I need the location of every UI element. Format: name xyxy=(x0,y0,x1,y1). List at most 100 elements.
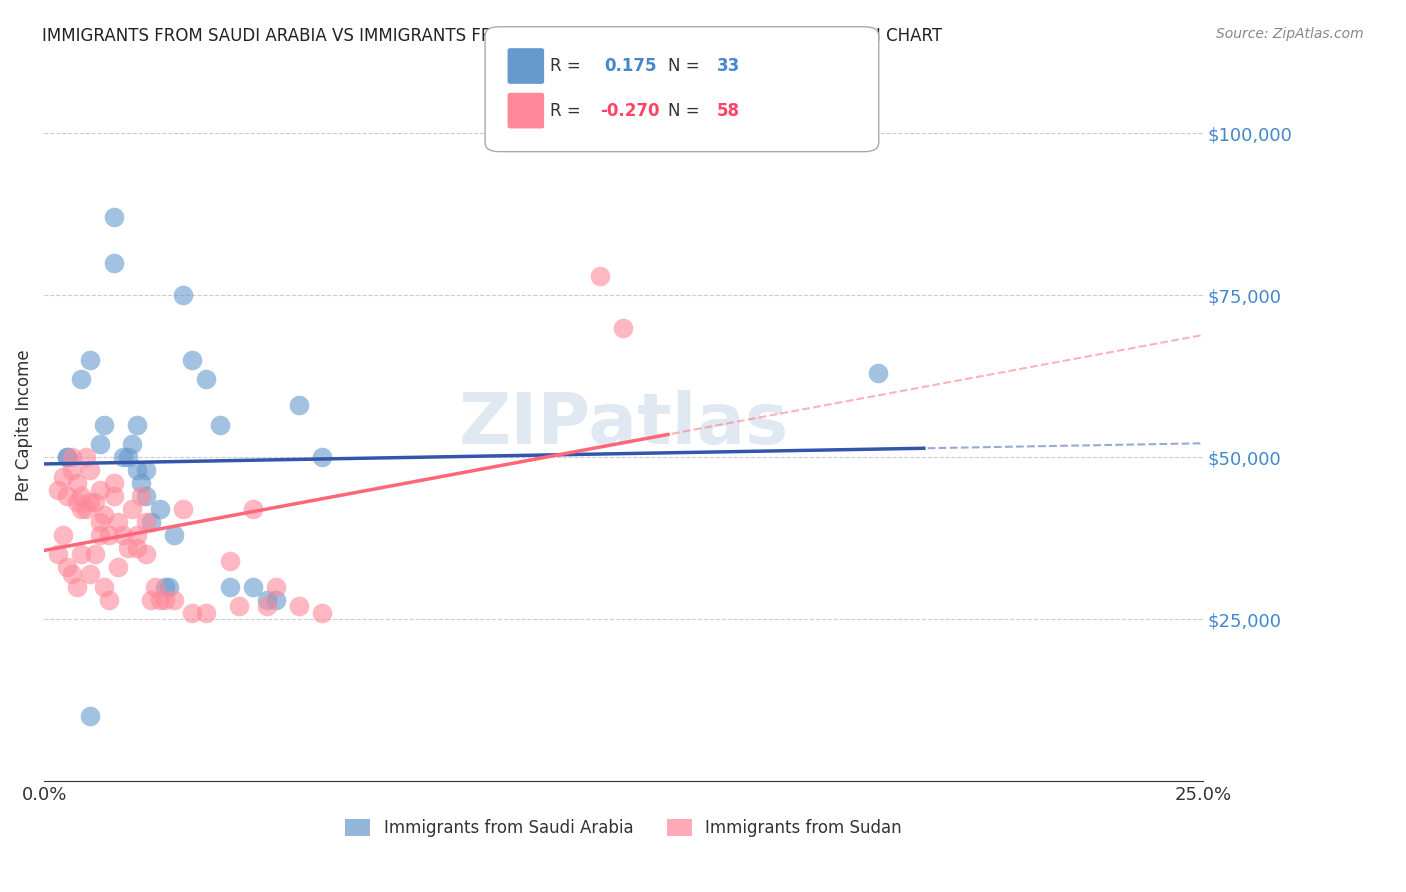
Point xyxy=(288,599,311,613)
Point xyxy=(60,566,83,581)
Point xyxy=(218,554,240,568)
Point xyxy=(228,599,250,613)
Point xyxy=(56,450,79,464)
Point xyxy=(60,463,83,477)
Point xyxy=(70,502,93,516)
Point xyxy=(181,353,204,368)
Point xyxy=(209,417,232,432)
Point xyxy=(131,476,153,491)
Legend: Immigrants from Saudi Arabia, Immigrants from Sudan: Immigrants from Saudi Arabia, Immigrants… xyxy=(339,813,908,844)
Point xyxy=(172,502,194,516)
Point xyxy=(125,528,148,542)
Text: ZIPatlas: ZIPatlas xyxy=(458,390,789,459)
Point xyxy=(143,580,166,594)
Point xyxy=(139,592,162,607)
Text: 58: 58 xyxy=(717,102,740,120)
Point xyxy=(117,450,139,464)
Point xyxy=(125,463,148,477)
Point xyxy=(56,450,79,464)
Point xyxy=(111,528,134,542)
Point xyxy=(242,502,264,516)
Point xyxy=(121,437,143,451)
Point xyxy=(70,489,93,503)
Point xyxy=(181,606,204,620)
Point xyxy=(56,489,79,503)
Point xyxy=(79,463,101,477)
Text: Source: ZipAtlas.com: Source: ZipAtlas.com xyxy=(1216,27,1364,41)
Point xyxy=(65,495,87,509)
Point xyxy=(93,508,115,523)
Point xyxy=(93,417,115,432)
Point xyxy=(79,709,101,723)
Point xyxy=(149,502,172,516)
Point xyxy=(65,580,87,594)
Point xyxy=(264,592,287,607)
Point xyxy=(75,502,97,516)
Point xyxy=(70,372,93,386)
Point xyxy=(46,547,69,561)
Text: R =: R = xyxy=(550,102,581,120)
Point xyxy=(612,320,634,334)
Point xyxy=(89,437,111,451)
Point xyxy=(56,560,79,574)
Point xyxy=(195,372,218,386)
Point xyxy=(103,256,125,270)
Point xyxy=(868,366,890,380)
Text: 33: 33 xyxy=(717,57,741,75)
Text: N =: N = xyxy=(668,57,699,75)
Point xyxy=(139,515,162,529)
Point xyxy=(111,450,134,464)
Point xyxy=(157,580,180,594)
Point xyxy=(125,541,148,555)
Point xyxy=(79,566,101,581)
Point xyxy=(84,495,107,509)
Text: -0.270: -0.270 xyxy=(600,102,659,120)
Point xyxy=(103,489,125,503)
Point xyxy=(89,483,111,497)
Point xyxy=(242,580,264,594)
Text: R =: R = xyxy=(550,57,581,75)
Point xyxy=(589,268,612,283)
Point xyxy=(149,592,172,607)
Point xyxy=(46,483,69,497)
Point xyxy=(131,489,153,503)
Point xyxy=(135,463,157,477)
Point xyxy=(153,580,176,594)
Point xyxy=(79,495,101,509)
Text: IMMIGRANTS FROM SAUDI ARABIA VS IMMIGRANTS FROM SUDAN PER CAPITA INCOME CORRELAT: IMMIGRANTS FROM SAUDI ARABIA VS IMMIGRAN… xyxy=(42,27,942,45)
Point xyxy=(311,450,333,464)
Point xyxy=(163,528,186,542)
Point xyxy=(65,476,87,491)
Point xyxy=(75,450,97,464)
Point xyxy=(93,580,115,594)
Point xyxy=(135,489,157,503)
Point xyxy=(60,450,83,464)
Point xyxy=(103,211,125,225)
Point xyxy=(98,528,121,542)
Point xyxy=(121,502,143,516)
Point xyxy=(172,288,194,302)
Point xyxy=(117,541,139,555)
Text: 0.175: 0.175 xyxy=(605,57,657,75)
Point xyxy=(89,515,111,529)
Point xyxy=(84,547,107,561)
Point xyxy=(89,528,111,542)
Point xyxy=(52,469,75,483)
Point xyxy=(163,592,186,607)
Point xyxy=(107,560,129,574)
Point xyxy=(195,606,218,620)
Point xyxy=(218,580,240,594)
Point xyxy=(311,606,333,620)
Point xyxy=(264,580,287,594)
Point xyxy=(98,592,121,607)
Y-axis label: Per Capita Income: Per Capita Income xyxy=(15,349,32,500)
Point xyxy=(288,398,311,412)
Point xyxy=(125,417,148,432)
Point xyxy=(256,592,278,607)
Point xyxy=(52,528,75,542)
Text: N =: N = xyxy=(668,102,699,120)
Point xyxy=(153,592,176,607)
Point xyxy=(79,353,101,368)
Point xyxy=(70,547,93,561)
Point xyxy=(135,515,157,529)
